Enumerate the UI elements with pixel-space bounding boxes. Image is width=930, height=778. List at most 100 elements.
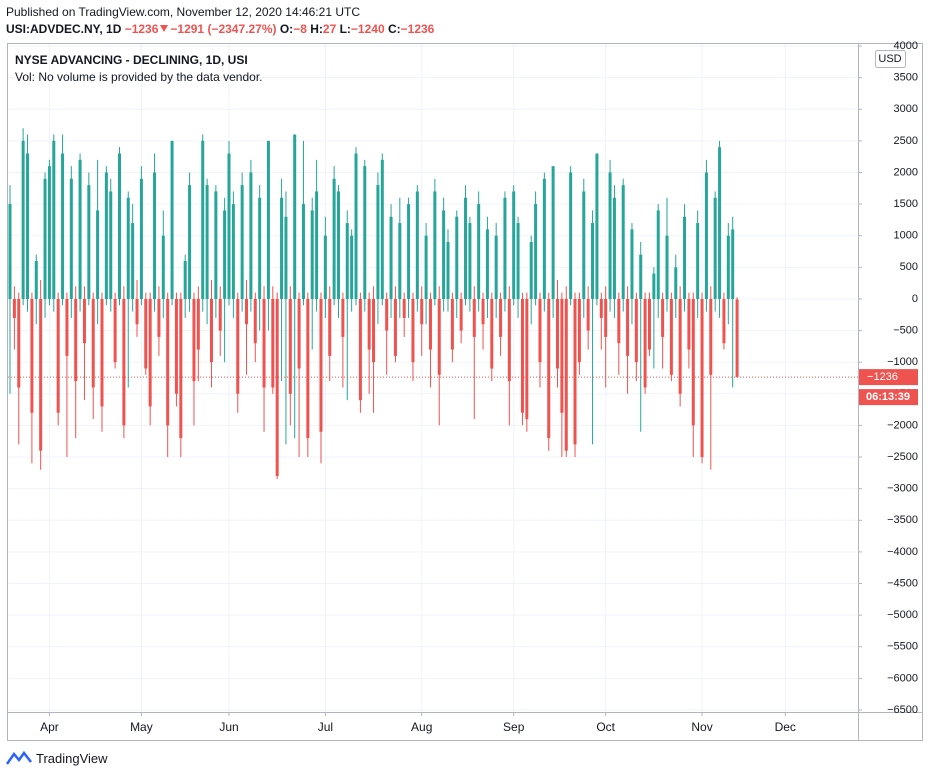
candle-body <box>166 298 170 426</box>
candle-body <box>135 298 139 325</box>
countdown: 06:13:39 <box>866 391 910 403</box>
candle-body <box>582 191 586 299</box>
candle-body <box>577 298 581 363</box>
change: −1291 (−2347.27%) <box>170 22 277 36</box>
candle-body <box>218 298 222 331</box>
candle-body <box>223 210 227 299</box>
candle-body <box>534 204 538 299</box>
candle-body <box>665 235 669 299</box>
candle-body <box>315 191 319 299</box>
last-value: −1236 <box>124 22 159 36</box>
candle-body <box>310 210 314 299</box>
candle-body <box>39 298 43 451</box>
y-tick-label: 4000 <box>894 40 918 52</box>
x-tick-label: Jul <box>318 720 333 734</box>
candle-body <box>192 298 196 382</box>
candle-body <box>293 134 297 299</box>
candle-body <box>525 298 529 420</box>
candle-body <box>201 140 205 299</box>
y-tick-label: 500 <box>900 261 918 273</box>
candle-body <box>726 235 730 299</box>
currency[interactable]: USD <box>878 53 901 65</box>
candle-body <box>564 298 568 451</box>
candle-body <box>323 235 327 299</box>
x-tick-label: Apr <box>40 720 59 734</box>
candle-body <box>240 185 244 299</box>
candle-body <box>407 204 411 299</box>
candle-body <box>415 191 419 299</box>
candle-body <box>503 197 507 299</box>
currency-badge[interactable] <box>875 50 906 68</box>
candle-body <box>319 298 323 432</box>
candle-body <box>12 298 16 318</box>
candle-body <box>595 153 599 299</box>
candle-body <box>722 298 726 344</box>
candle-body <box>656 210 660 299</box>
candle-body <box>652 273 656 299</box>
o-label: O: <box>279 22 294 36</box>
candle-body <box>297 298 301 369</box>
candle-body <box>385 298 389 331</box>
symbol: USI:ADVDEC.NY, 1D <box>6 22 122 36</box>
candle-body <box>372 298 376 363</box>
candle-body <box>209 298 213 363</box>
candle-body <box>354 153 358 299</box>
candle-body <box>96 210 100 299</box>
candle-body <box>700 298 704 458</box>
candle-body <box>709 298 713 375</box>
candle-body <box>30 298 34 413</box>
candle-body <box>231 204 235 299</box>
h-label: H: <box>310 22 323 36</box>
candle-body <box>56 298 60 413</box>
h-value: 27 <box>322 22 337 36</box>
candle-body <box>542 178 546 299</box>
legend-title: NYSE ADVANCING - DECLINING, 1D, USI <box>15 53 248 67</box>
candle-body <box>556 298 559 369</box>
candle-body <box>8 204 12 299</box>
x-tick-label: Aug <box>411 720 432 734</box>
candle-body <box>262 298 266 388</box>
candle-body <box>626 298 630 356</box>
x-tick-label: Jun <box>219 720 238 734</box>
countdown-box <box>859 389 918 406</box>
candle-body <box>529 242 533 299</box>
candles <box>8 128 858 480</box>
candle-body <box>161 235 165 299</box>
candle-body <box>82 298 86 344</box>
candle-body <box>17 298 21 388</box>
candle-body <box>718 147 722 299</box>
candle-body <box>109 191 113 299</box>
candle-body <box>350 235 354 299</box>
y-tick-label: −3000 <box>887 483 918 495</box>
candle-body <box>691 298 695 426</box>
candle-body <box>367 298 371 350</box>
candle-body <box>188 185 192 299</box>
grid <box>8 44 858 712</box>
candle-body <box>499 298 503 337</box>
candle-body <box>363 166 367 299</box>
candle-body <box>551 166 555 299</box>
logo <box>6 750 32 765</box>
candle-body <box>468 223 472 299</box>
axes: 4000 3500 3000 2500 2000 1500 1000 500 0 −500 −100… <box>40 40 918 734</box>
candle-body <box>608 172 612 299</box>
candle-body <box>735 299 739 378</box>
candle-body <box>507 298 511 382</box>
candle-body <box>437 298 441 375</box>
candle-body <box>569 172 573 299</box>
candle-body <box>249 172 253 299</box>
candle-body <box>402 298 406 318</box>
candle-body <box>661 298 665 337</box>
candle-body <box>104 172 108 299</box>
candle-body <box>61 153 65 299</box>
symbol-bar: USI:ADVDEC.NY, 1D −1236 −1291 (−2347.27%)… <box>6 22 434 36</box>
x-tick-label: Dec <box>775 720 796 734</box>
candle-body <box>538 298 542 363</box>
candle-body <box>205 185 209 299</box>
candle-body <box>337 191 340 299</box>
candle-body <box>345 223 349 299</box>
candle-body <box>464 197 468 299</box>
y-tick-label: 1000 <box>894 230 918 242</box>
candle-body <box>174 298 178 394</box>
